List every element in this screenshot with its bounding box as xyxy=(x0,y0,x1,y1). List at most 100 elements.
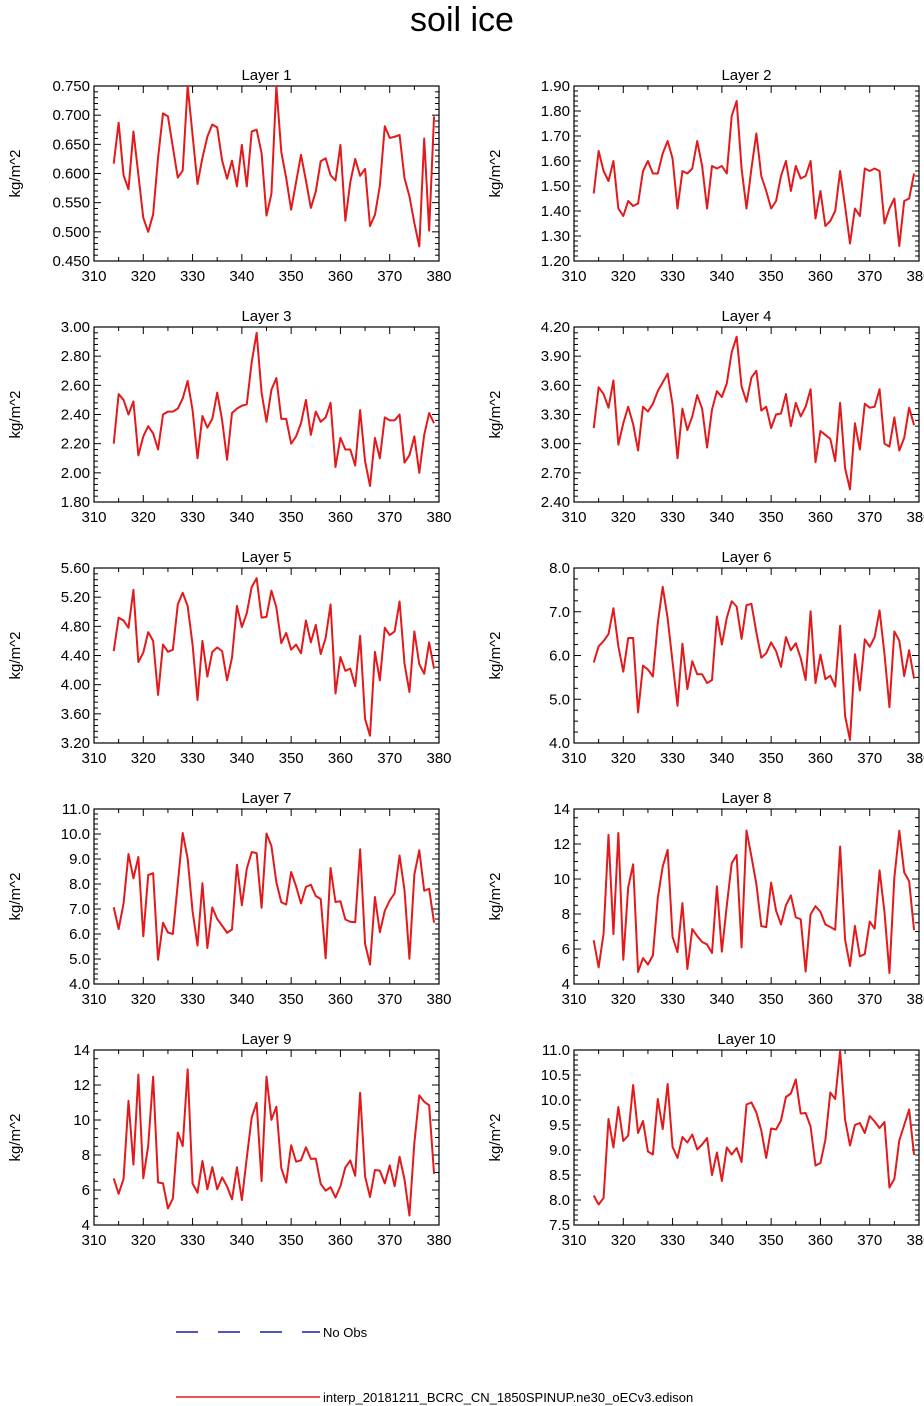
y-tick-label: 0.450 xyxy=(52,253,90,270)
y-tick-label: 12 xyxy=(553,836,570,853)
y-tick-label: 0.650 xyxy=(52,136,90,153)
y-tick-label: 0.700 xyxy=(52,107,90,124)
x-tick-label: 310 xyxy=(81,509,106,526)
panel-title: Layer 6 xyxy=(721,549,771,566)
chart-panel-10: Layer 10 kg/m^2 310 320 330 340 350 360 370 380 7.… xyxy=(487,1031,924,1249)
x-tick-label: 360 xyxy=(328,509,353,526)
y-tick-label: 0.750 xyxy=(52,78,90,95)
x-tick-label: 310 xyxy=(81,268,106,285)
x-tick-label: 330 xyxy=(660,509,685,526)
y-tick-label: 1.90 xyxy=(541,78,570,95)
x-tick-label: 330 xyxy=(660,268,685,285)
y-tick-label: 2.00 xyxy=(61,465,90,482)
x-tick-label: 340 xyxy=(709,991,734,1008)
x-tick-label: 380 xyxy=(426,1232,451,1249)
chart-panel-8: Layer 8 kg/m^2 310 320 330 340 350 360 370 380 4 6 8… xyxy=(487,790,924,1008)
y-tick-label: 1.80 xyxy=(61,494,90,511)
y-tick-label: 4 xyxy=(82,1217,90,1234)
y-tick-label: 8.0 xyxy=(549,1192,570,1209)
x-tick-label: 340 xyxy=(709,509,734,526)
x-tick-label: 320 xyxy=(611,268,636,285)
x-tick-label: 340 xyxy=(229,991,254,1008)
series-line xyxy=(112,1068,436,1217)
y-tick-label: 3.00 xyxy=(541,436,570,453)
legend-model-label: interp_20181211_BCRC_CN_1850SPINUP.ne30_… xyxy=(323,1390,693,1405)
y-tick-label: 1.40 xyxy=(541,203,570,220)
x-tick-label: 380 xyxy=(906,268,924,285)
x-tick-label: 360 xyxy=(808,991,833,1008)
x-tick-label: 340 xyxy=(709,750,734,767)
y-tick-label: 3.60 xyxy=(541,377,570,394)
y-tick-label: 1.70 xyxy=(541,128,570,145)
x-tick-label: 370 xyxy=(857,991,882,1008)
x-tick-label: 340 xyxy=(229,750,254,767)
x-tick-label: 370 xyxy=(857,509,882,526)
y-tick-label: 8.0 xyxy=(549,560,570,577)
x-tick-label: 350 xyxy=(759,268,784,285)
y-tick-label: 1.60 xyxy=(541,153,570,170)
y-tick-label: 10.0 xyxy=(541,1092,570,1109)
x-tick-label: 330 xyxy=(660,750,685,767)
y-tick-label: 4.00 xyxy=(61,677,90,694)
x-tick-label: 310 xyxy=(81,750,106,767)
y-tick-label: 0.500 xyxy=(52,224,90,241)
x-tick-label: 310 xyxy=(561,268,586,285)
panel-title: Layer 4 xyxy=(721,308,771,325)
panel-title: Layer 5 xyxy=(241,549,291,566)
y-tick-label: 5.20 xyxy=(61,589,90,606)
series-line xyxy=(112,577,436,737)
x-tick-label: 340 xyxy=(229,1232,254,1249)
x-tick-label: 320 xyxy=(611,509,636,526)
y-tick-label: 5.0 xyxy=(69,951,90,968)
y-tick-label: 5.60 xyxy=(61,560,90,577)
x-tick-label: 320 xyxy=(131,1232,156,1249)
y-tick-label: 3.20 xyxy=(61,735,90,752)
x-tick-label: 360 xyxy=(328,750,353,767)
plot-frame xyxy=(93,326,440,503)
y-tick-label: 8 xyxy=(82,1147,90,1164)
y-tick-label: 10.0 xyxy=(61,826,90,843)
y-tick-label: 14 xyxy=(553,801,570,818)
y-axis-label: kg/m^2 xyxy=(487,873,504,921)
chart-panel-1: Layer 1 kg/m^2 310 320 330 340 350 360 370 380 0.4… xyxy=(7,67,452,285)
x-tick-label: 320 xyxy=(611,991,636,1008)
y-tick-label: 4.80 xyxy=(61,618,90,635)
series-line xyxy=(112,331,435,487)
chart-panel-7: Layer 7 kg/m^2 310 320 330 340 350 360 370 380 4.0… xyxy=(7,790,452,1008)
series-line xyxy=(592,100,916,247)
y-tick-label: 7.0 xyxy=(549,604,570,621)
x-tick-label: 330 xyxy=(180,509,205,526)
x-tick-label: 360 xyxy=(328,1232,353,1249)
y-tick-label: 1.20 xyxy=(541,253,570,270)
series-line xyxy=(592,585,916,741)
y-tick-label: 9.0 xyxy=(549,1142,570,1159)
y-tick-label: 0.550 xyxy=(52,195,90,212)
panel-title: Layer 10 xyxy=(717,1031,775,1048)
x-tick-label: 350 xyxy=(759,1232,784,1249)
y-tick-label: 2.70 xyxy=(541,465,570,482)
y-tick-label: 9.5 xyxy=(549,1117,570,1134)
panel-title: Layer 3 xyxy=(241,308,291,325)
x-tick-label: 380 xyxy=(906,750,924,767)
x-tick-label: 330 xyxy=(660,991,685,1008)
panel-title: Layer 1 xyxy=(241,67,291,84)
y-axis-label: kg/m^2 xyxy=(7,632,24,680)
series-line xyxy=(592,829,916,974)
y-tick-label: 11.0 xyxy=(62,801,90,818)
x-tick-label: 330 xyxy=(180,268,205,285)
x-tick-label: 350 xyxy=(279,750,304,767)
y-axis-label: kg/m^2 xyxy=(487,632,504,680)
x-tick-label: 320 xyxy=(131,268,156,285)
y-tick-label: 1.50 xyxy=(541,178,570,195)
y-axis-label: kg/m^2 xyxy=(7,1114,24,1162)
x-tick-label: 360 xyxy=(328,268,353,285)
y-tick-label: 2.40 xyxy=(61,407,90,424)
x-tick-label: 370 xyxy=(377,268,402,285)
y-axis-label: kg/m^2 xyxy=(487,1114,504,1162)
y-tick-label: 14 xyxy=(73,1042,90,1059)
y-tick-label: 1.80 xyxy=(541,103,570,120)
y-axis-label: kg/m^2 xyxy=(487,150,504,198)
series-line xyxy=(112,85,436,248)
x-tick-label: 360 xyxy=(328,991,353,1008)
x-tick-label: 380 xyxy=(426,268,451,285)
